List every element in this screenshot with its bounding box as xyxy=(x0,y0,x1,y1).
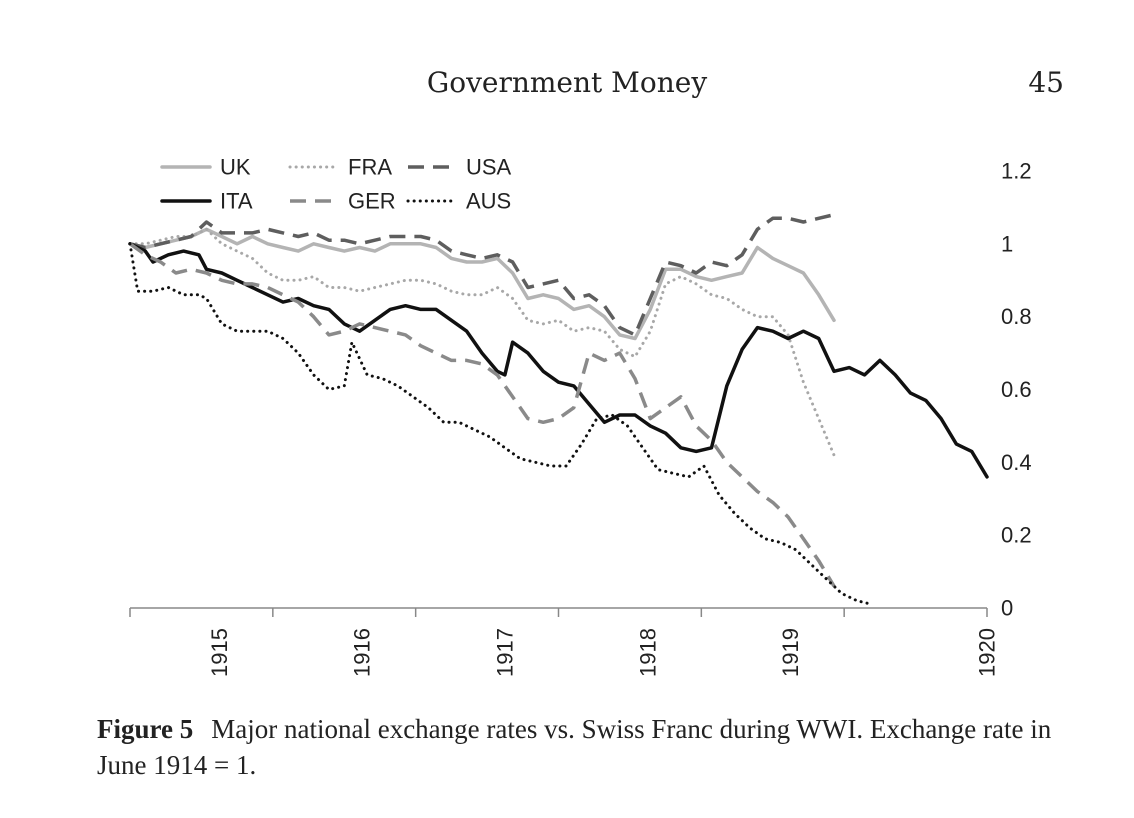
series-line-ger xyxy=(128,242,836,588)
legend-label-usa: USA xyxy=(466,155,512,180)
series-line-aus xyxy=(128,242,874,606)
y-tick-label: 1.2 xyxy=(1001,159,1032,184)
series-line-ita xyxy=(128,242,989,479)
x-tick-label: 1918 xyxy=(635,628,660,677)
running-head: Government Money 45 xyxy=(0,66,1134,106)
y-tick-label: 0.8 xyxy=(1001,304,1032,329)
chart-legend: UK FRA USA ITA GER AUS xyxy=(160,155,512,214)
x-tick-label: 1919 xyxy=(778,628,803,677)
y-tick-label: 0.4 xyxy=(1001,450,1032,475)
legend-label-ita: ITA xyxy=(220,189,253,214)
x-tick-label: 1916 xyxy=(350,628,375,677)
y-tick-label: 0.6 xyxy=(1001,377,1032,402)
running-title: Government Money xyxy=(426,66,708,99)
y-tick-label: 0.2 xyxy=(1001,523,1032,548)
caption-label: Figure 5 xyxy=(97,714,194,744)
figure-caption: Figure 5 Major national exchange rates vs… xyxy=(97,711,1077,783)
x-tick-label: 1920 xyxy=(975,628,1000,677)
x-tick-label: 1917 xyxy=(492,628,517,677)
series-line-fra xyxy=(128,227,836,457)
series-line-usa xyxy=(129,212,835,337)
page-number: 45 xyxy=(1028,66,1064,99)
caption-text: Major national exchange rates vs. Swiss … xyxy=(97,714,1052,780)
legend-label-aus: AUS xyxy=(466,189,511,214)
legend-label-ger: GER xyxy=(348,189,396,214)
y-tick-label: 0 xyxy=(1001,596,1013,621)
y-tick-label: 1 xyxy=(1001,231,1013,256)
series-line-uk xyxy=(128,227,836,341)
chart-series xyxy=(128,212,989,606)
legend-label-fra: FRA xyxy=(348,155,392,180)
x-tick-label: 1915 xyxy=(207,628,232,677)
legend-label-uk: UK xyxy=(220,155,251,180)
